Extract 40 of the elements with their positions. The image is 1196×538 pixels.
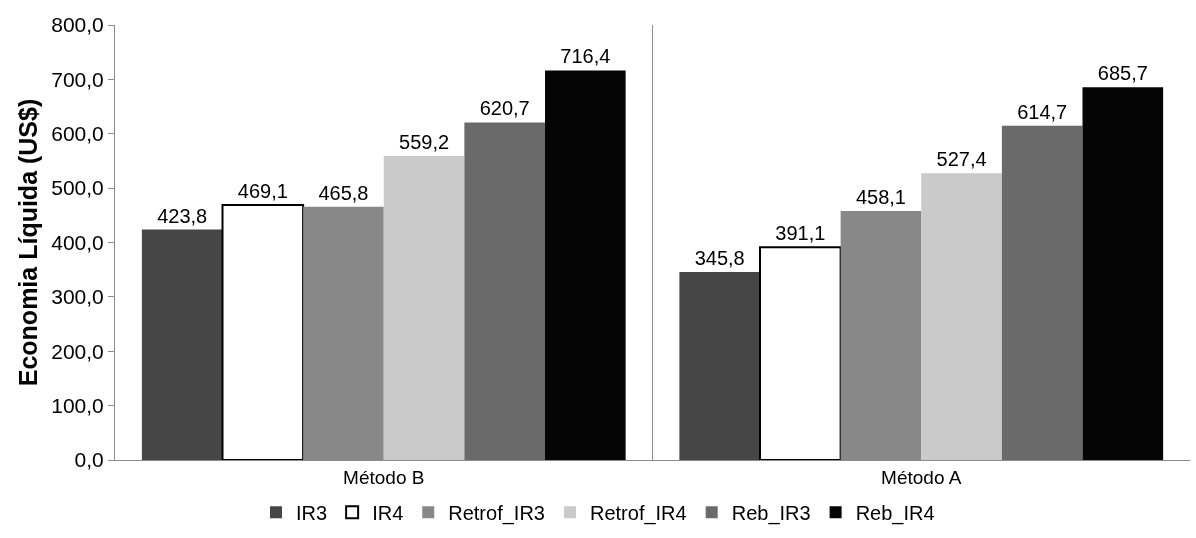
data-label: 458,1	[855, 185, 906, 208]
data-label: 527,4	[936, 148, 987, 171]
y-axis-title: Economia Líquida (US$)	[13, 98, 42, 387]
bar	[759, 246, 842, 460]
bar	[141, 229, 223, 460]
bar	[921, 173, 1002, 460]
y-tick-label: 700,0	[51, 67, 104, 91]
bar	[1001, 125, 1083, 460]
y-tick-label: 200,0	[51, 339, 104, 363]
data-label: 423,8	[157, 204, 208, 227]
legend-label: Reb_IR4	[855, 501, 935, 525]
data-label: 469,1	[237, 179, 288, 202]
legend-label: Retrof_IR4	[589, 501, 687, 525]
legend-label: IR4	[372, 501, 404, 524]
y-tick-label: 100,0	[51, 393, 104, 417]
bar	[464, 122, 545, 460]
bar	[545, 70, 626, 460]
data-label: 614,7	[1017, 100, 1068, 123]
data-label: 620,7	[479, 97, 530, 120]
data-label: 465,8	[318, 181, 369, 204]
bar	[383, 155, 465, 460]
x-tick-label: Método A	[881, 466, 962, 488]
y-tick-label: 800,0	[51, 13, 104, 37]
bar	[1082, 87, 1164, 460]
y-tick-label: 600,0	[51, 122, 104, 146]
data-label: 559,2	[399, 130, 450, 153]
y-tick-label: 300,0	[51, 285, 104, 309]
data-label: 391,1	[775, 222, 826, 245]
data-label: 716,4	[560, 45, 611, 68]
y-tick-label: 500,0	[51, 176, 104, 200]
data-label: 685,7	[1097, 62, 1148, 85]
y-tick-label: 0,0	[74, 448, 104, 472]
x-tick-label: Método B	[343, 466, 425, 488]
data-label: 345,8	[694, 246, 745, 269]
legend-label: Reb_IR3	[731, 501, 811, 525]
y-tick-label: 400,0	[51, 230, 104, 254]
legend-label: Retrof_IR3	[448, 501, 545, 525]
bar	[679, 271, 760, 460]
legend-label: IR3	[296, 501, 328, 524]
bar	[221, 203, 305, 460]
